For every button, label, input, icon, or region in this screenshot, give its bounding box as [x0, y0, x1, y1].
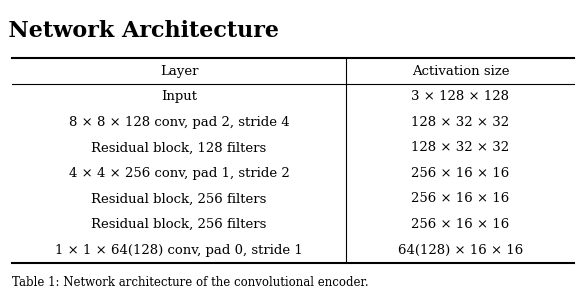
Text: Residual block, 256 filters: Residual block, 256 filters [91, 192, 267, 206]
Text: 64(128) × 16 × 16: 64(128) × 16 × 16 [398, 244, 523, 257]
Text: Layer: Layer [160, 65, 198, 78]
Text: 128 × 32 × 32: 128 × 32 × 32 [411, 141, 509, 154]
Text: 256 × 16 × 16: 256 × 16 × 16 [411, 167, 509, 180]
Text: . Network Architecture: . Network Architecture [0, 20, 279, 42]
Text: Residual block, 128 filters: Residual block, 128 filters [91, 141, 267, 154]
Text: Table 1: Network architecture of the convolutional encoder.: Table 1: Network architecture of the con… [12, 276, 369, 289]
Text: 256 × 16 × 16: 256 × 16 × 16 [411, 192, 509, 206]
Text: 256 × 16 × 16: 256 × 16 × 16 [411, 218, 509, 231]
Text: 4 × 4 × 256 conv, pad 1, stride 2: 4 × 4 × 256 conv, pad 1, stride 2 [69, 167, 289, 180]
Text: Input: Input [161, 90, 197, 103]
Text: Residual block, 256 filters: Residual block, 256 filters [91, 218, 267, 231]
Text: 1 × 1 × 64(128) conv, pad 0, stride 1: 1 × 1 × 64(128) conv, pad 0, stride 1 [55, 244, 303, 257]
Text: 8 × 8 × 128 conv, pad 2, stride 4: 8 × 8 × 128 conv, pad 2, stride 4 [69, 116, 289, 129]
Text: Activation size: Activation size [411, 65, 509, 78]
Text: 3 × 128 × 128: 3 × 128 × 128 [411, 90, 509, 103]
Text: 128 × 32 × 32: 128 × 32 × 32 [411, 116, 509, 129]
